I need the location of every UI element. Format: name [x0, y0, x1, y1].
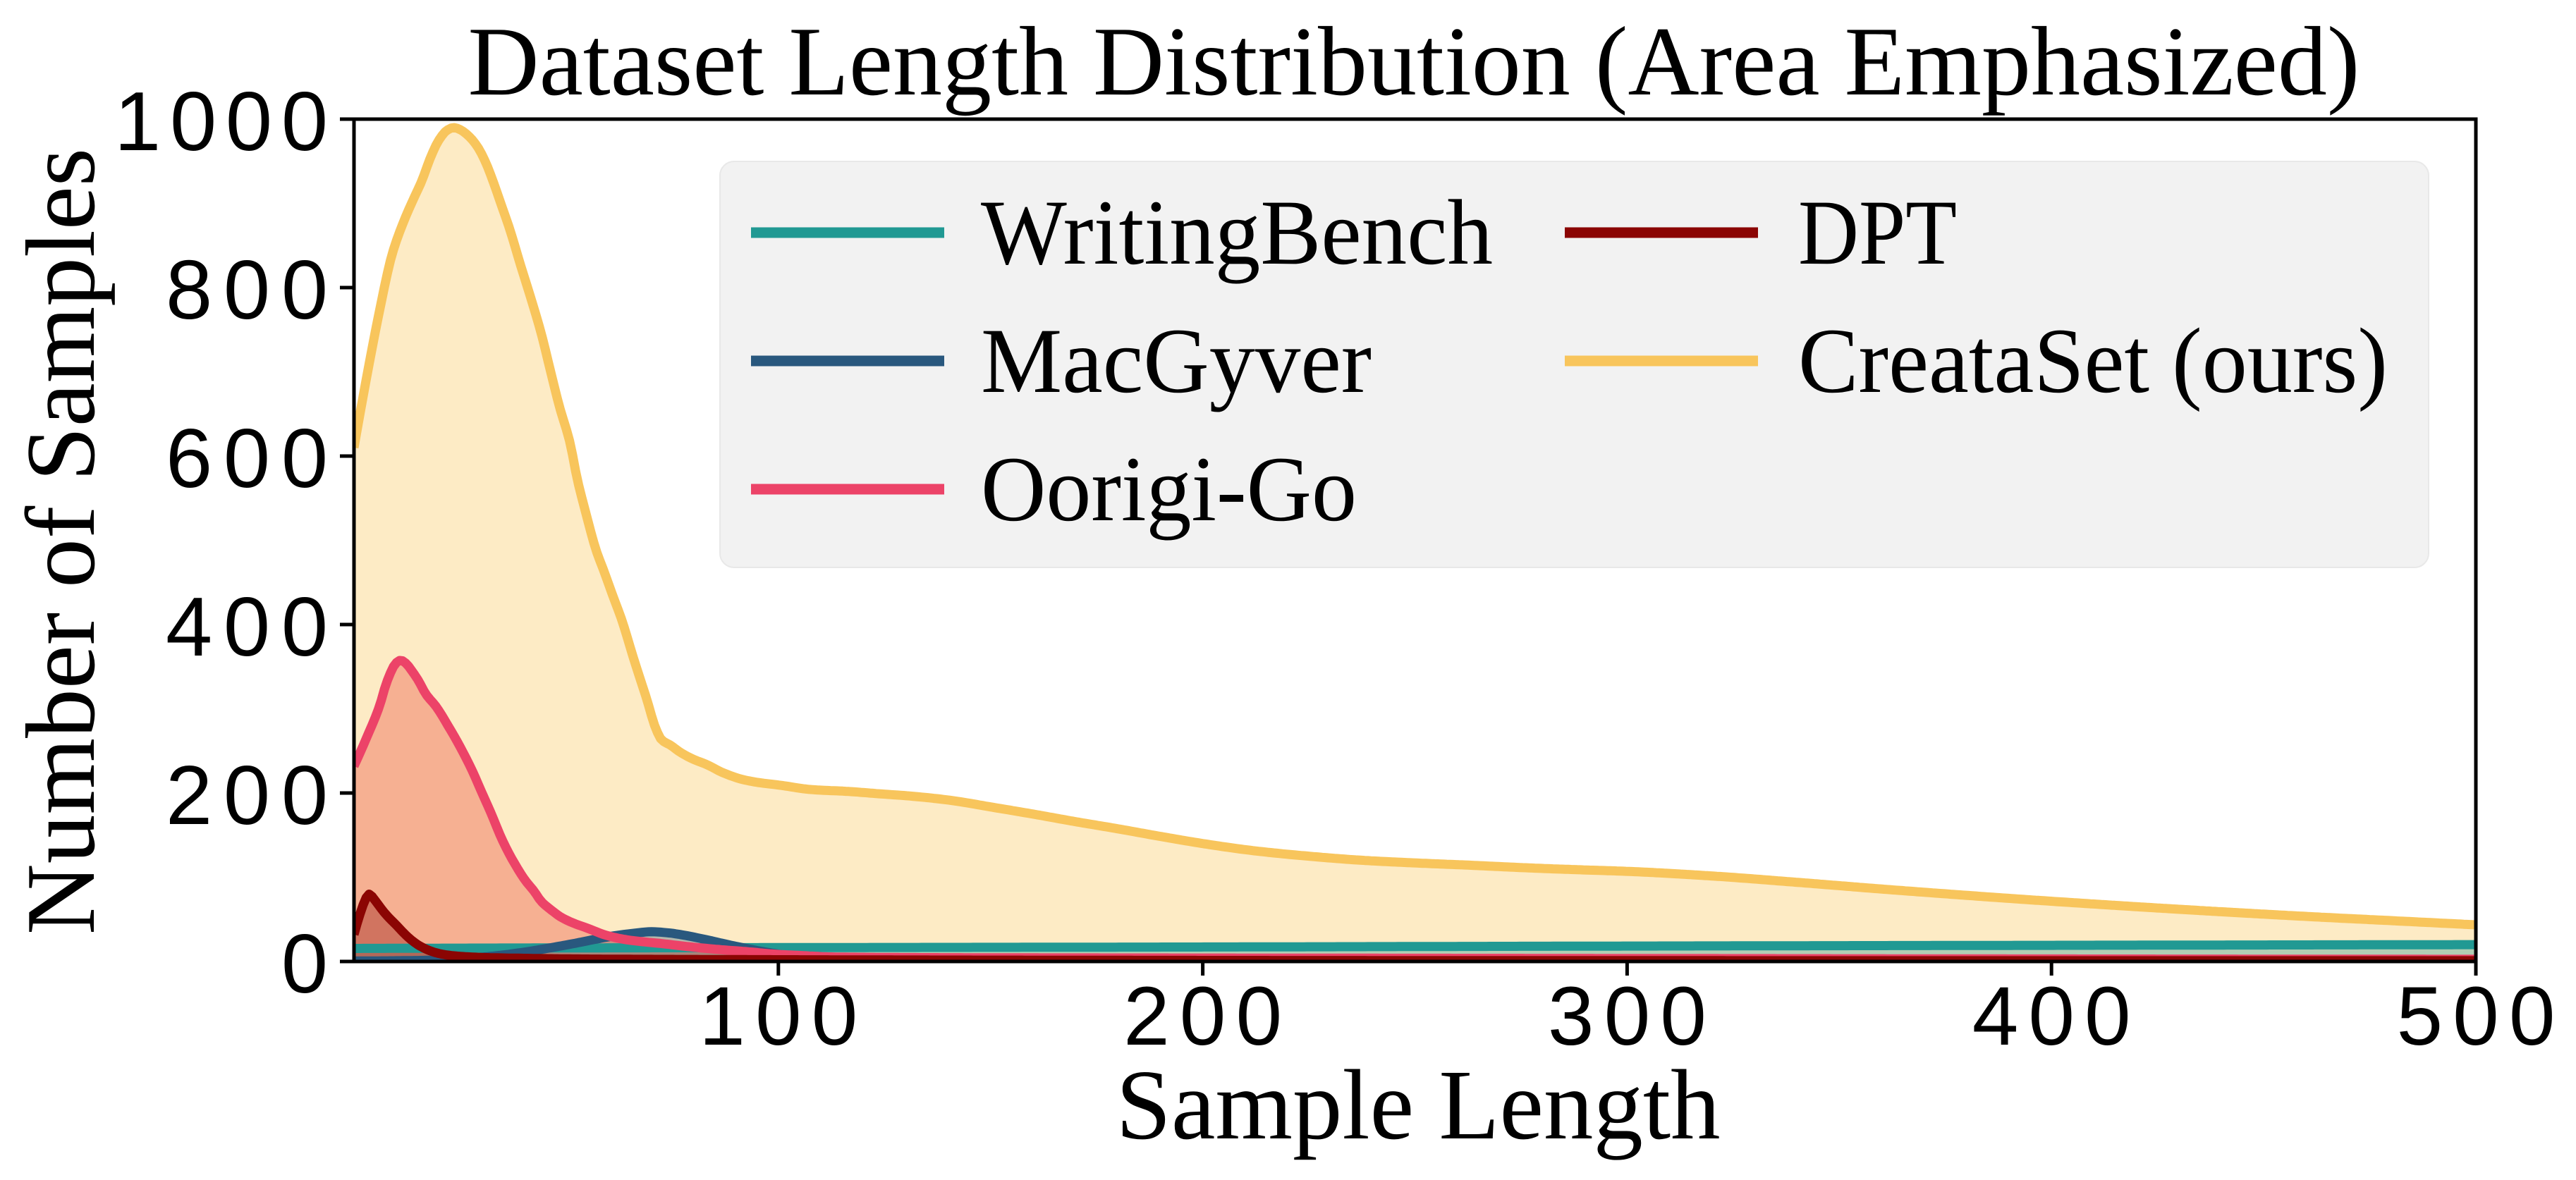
svg-text:Dataset Length Distribution (A: Dataset Length Distribution (Area Emphas…	[468, 7, 2360, 116]
svg-text:500: 500	[2397, 970, 2556, 1063]
svg-text:100: 100	[699, 970, 857, 1063]
svg-text:Oorigi-Go: Oorigi-Go	[981, 437, 1357, 541]
svg-text:200: 200	[166, 749, 328, 842]
svg-text:CreataSet (ours): CreataSet (ours)	[1798, 309, 2388, 412]
svg-text:800: 800	[166, 243, 328, 337]
svg-text:600: 600	[166, 412, 328, 505]
svg-text:MacGyver: MacGyver	[981, 309, 1372, 412]
svg-text:0: 0	[281, 917, 328, 1011]
svg-text:400: 400	[1972, 970, 2131, 1063]
svg-text:200: 200	[1123, 970, 1282, 1063]
svg-text:400: 400	[166, 580, 328, 674]
svg-text:Number of Samples: Number of Samples	[6, 148, 116, 935]
svg-text:DPT: DPT	[1798, 180, 1957, 284]
svg-text:Sample Length: Sample Length	[1116, 1049, 1721, 1160]
svg-text:WritingBench: WritingBench	[981, 180, 1493, 284]
svg-text:300: 300	[1548, 970, 1707, 1063]
